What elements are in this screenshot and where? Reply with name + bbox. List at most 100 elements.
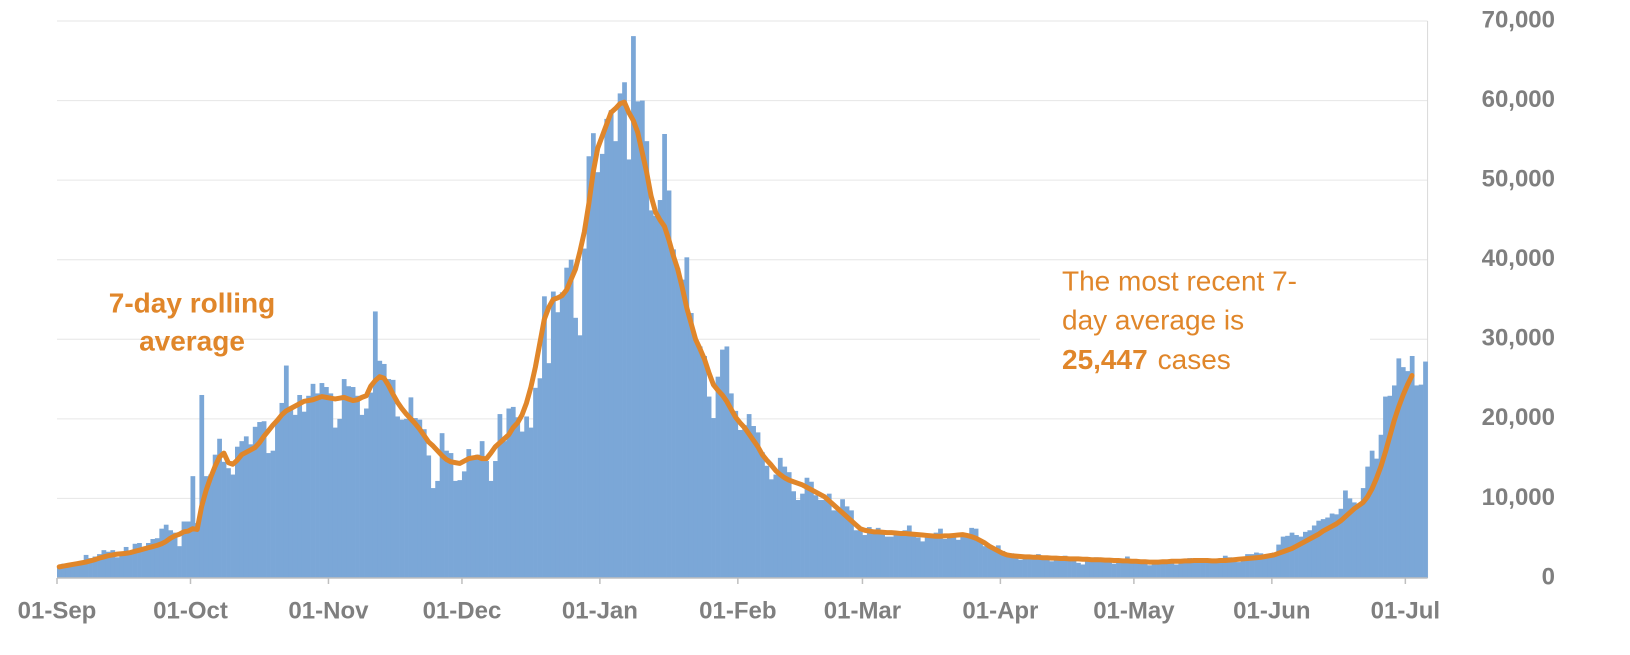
bar [386,379,392,578]
bar [635,101,641,579]
bar [982,546,988,578]
bar [1218,558,1224,578]
bar [346,386,351,578]
bar [328,393,334,578]
bar [243,436,249,578]
bar [288,408,294,578]
bar [484,461,489,578]
bar [119,553,125,578]
bar [270,450,276,578]
annotation: 25,447 cases [1062,344,1231,375]
bar [866,527,872,578]
bar [444,450,449,578]
bar [1125,556,1130,578]
bar [537,378,543,578]
bar [782,466,788,578]
bar [470,459,476,578]
bar [742,425,748,578]
bar [622,82,627,579]
bar [101,550,107,578]
bar [666,190,672,579]
bar [564,267,570,578]
x-tick-label: 01-Oct [153,597,228,624]
bar [813,495,819,578]
bar [1338,508,1344,578]
bar [631,36,636,578]
bar [1236,562,1241,578]
bar [1173,564,1179,578]
bar [324,387,329,578]
bar [497,414,503,578]
bar [319,383,325,578]
bar [711,418,716,578]
bar [1294,535,1299,578]
bar [1165,560,1170,578]
bar [862,535,868,578]
bar [61,563,67,578]
annotation: day average is [1062,304,1244,335]
bar [817,500,823,578]
annotation-bg [1040,262,1370,384]
bar [671,249,676,578]
bar [573,317,578,578]
bar [114,557,120,578]
bar [519,431,525,578]
bar [1084,557,1090,578]
bar [858,530,863,578]
bar [844,506,850,578]
bar [502,441,507,578]
bar [235,446,240,578]
bar [706,396,712,578]
bar [889,536,894,578]
bar [1200,562,1206,578]
bar [662,133,667,578]
bar [1409,355,1415,578]
y-tick-label: 50,000 [1482,165,1555,192]
bar [995,545,1001,578]
bar [150,539,156,578]
bar [1044,558,1050,578]
bar [65,564,71,578]
bar [194,523,200,578]
bar [137,542,142,578]
bar [141,546,147,578]
bar [724,346,730,578]
bar [1178,562,1184,578]
bar [310,383,316,578]
bar [1076,562,1081,578]
bar [1276,544,1282,578]
bar [1214,558,1219,578]
bar [390,379,396,578]
bar [426,455,432,578]
bar [849,510,854,578]
bar [1129,561,1135,578]
bar [1343,490,1348,578]
bar [831,510,837,578]
bar [568,259,574,578]
bar [506,408,512,578]
x-tick-label: 01-Apr [962,597,1038,624]
bar [1374,458,1379,578]
bar [737,429,743,578]
bar [453,480,458,578]
bar [448,453,454,578]
bar [688,313,694,578]
bar [1400,367,1406,578]
bar [306,395,311,578]
bar [1334,514,1339,578]
bar [97,554,102,578]
bar [1303,531,1308,578]
bar [1187,558,1193,578]
bar [1369,450,1375,578]
bar [1169,561,1175,578]
bar [1160,561,1166,578]
bar [902,530,908,578]
bar [840,499,845,578]
bar [1053,560,1059,578]
bar [777,457,783,578]
bar [226,468,231,578]
bar [1031,554,1037,578]
bar [773,474,779,578]
bar [769,479,774,578]
bar [1258,553,1264,578]
